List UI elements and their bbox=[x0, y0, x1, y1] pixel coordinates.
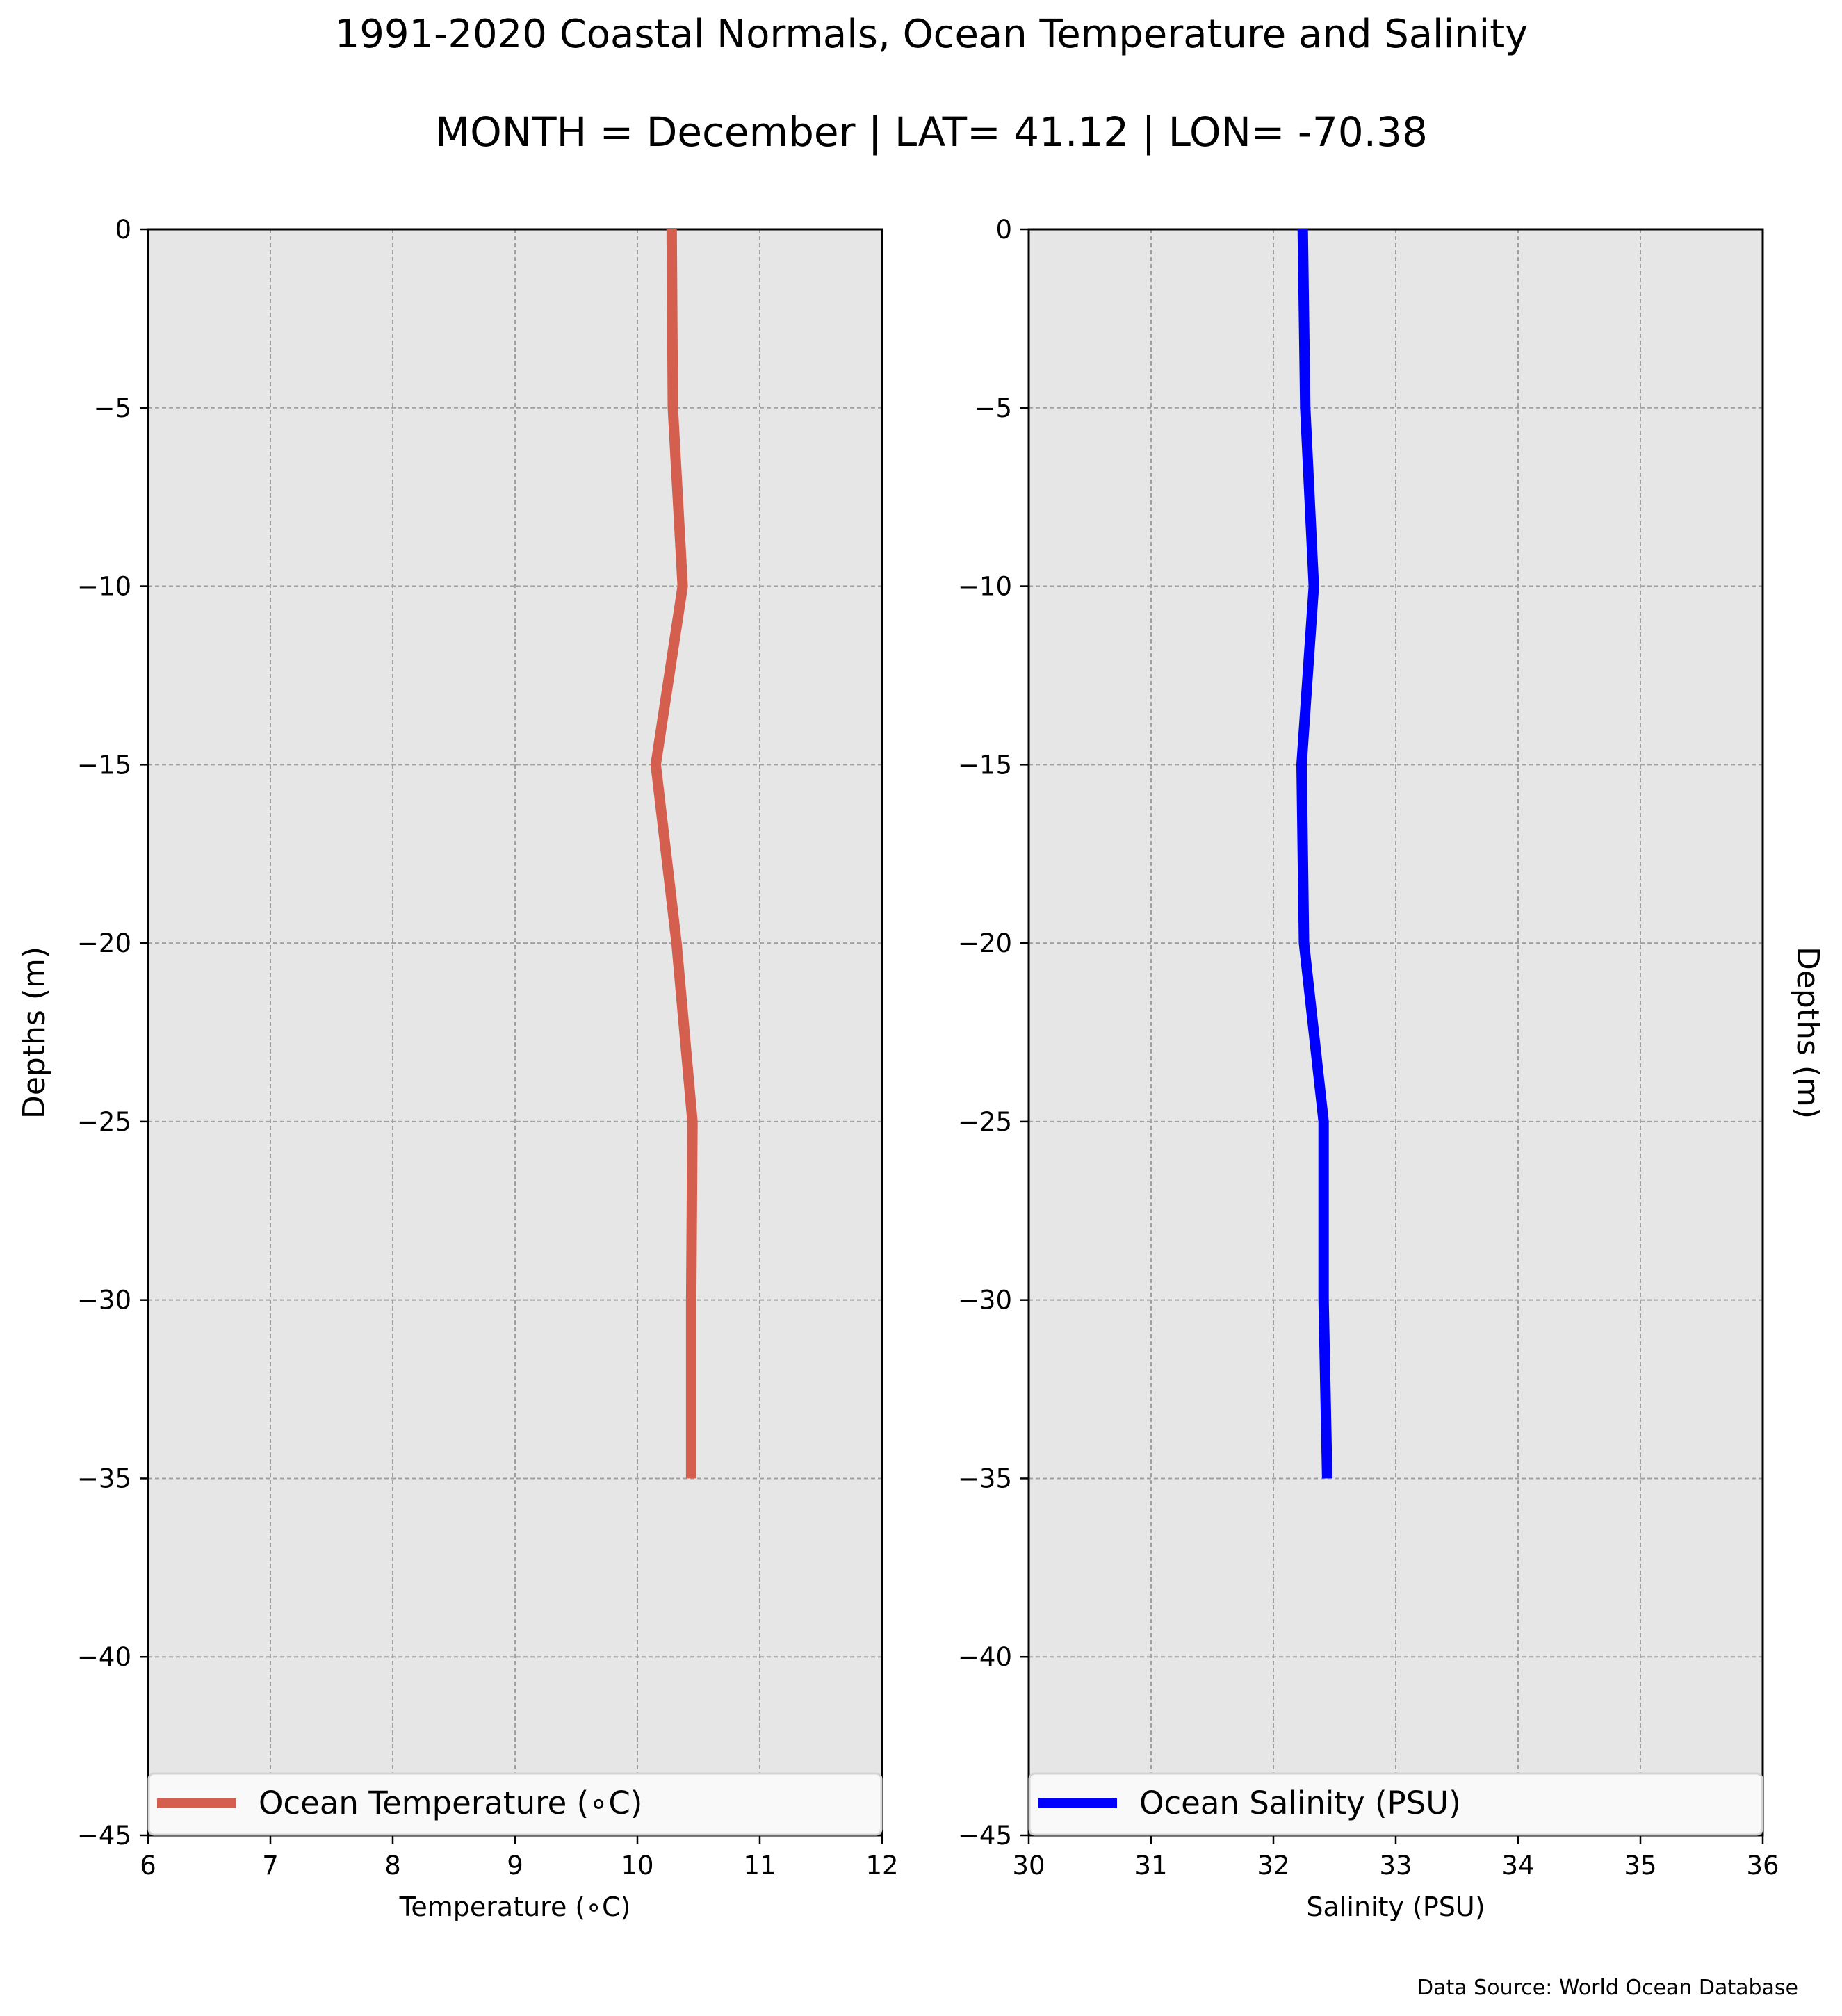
temperature-legend-box bbox=[147, 1772, 883, 1836]
salinity-legend-label: Ocean Salinity (PSU) bbox=[1139, 1785, 1461, 1821]
salinity-x-tick-label: 31 bbox=[1134, 1851, 1167, 1880]
salinity-y-tick-label: −15 bbox=[958, 750, 1012, 780]
data-source-note: Data Source: World Ocean Database bbox=[1417, 1976, 1798, 2000]
salinity-x-tick-label: 36 bbox=[1746, 1851, 1779, 1880]
temperature-y-tick-label: −15 bbox=[77, 750, 131, 780]
temperature-y-tick-label: −35 bbox=[77, 1464, 131, 1493]
temperature-legend-label: Ocean Temperature (∘C) bbox=[259, 1785, 642, 1821]
temperature-x-axis-label: Temperature (∘C) bbox=[399, 1892, 631, 1922]
salinity-profile-line bbox=[1296, 229, 1332, 1479]
salinity-y-tick-label: −35 bbox=[958, 1464, 1012, 1493]
salinity-y-axis-label: Depths (m) bbox=[1790, 946, 1825, 1119]
salinity-legend-box bbox=[1028, 1772, 1763, 1836]
temperature-y-tick-label: 0 bbox=[115, 215, 131, 245]
chart-title: 1991-2020 Coastal Normals, Ocean Tempera… bbox=[335, 12, 1529, 57]
temperature-y-tick-label: −5 bbox=[93, 393, 131, 423]
salinity-y-tick-label: −30 bbox=[958, 1286, 1012, 1316]
temperature-x-tick-label: 6 bbox=[140, 1851, 156, 1880]
salinity-y-tick-label: −5 bbox=[974, 393, 1012, 423]
salinity-legend: Ocean Salinity (PSU) bbox=[1028, 1772, 1763, 1836]
temperature-y-tick-label: −45 bbox=[77, 1821, 131, 1851]
temperature-x-tick-label: 10 bbox=[621, 1851, 653, 1880]
temperature-x-tick-label: 11 bbox=[743, 1851, 776, 1880]
temperature-profile-line bbox=[650, 229, 698, 1479]
temperature-y-tick-label: −25 bbox=[77, 1107, 131, 1137]
salinity-y-tick-label: −25 bbox=[958, 1107, 1012, 1137]
salinity-y-tick-label: −20 bbox=[958, 928, 1012, 958]
temperature-y-tick-label: −30 bbox=[77, 1286, 131, 1316]
salinity-x-tick-label: 33 bbox=[1379, 1851, 1412, 1880]
temperature-x-tick-label: 8 bbox=[384, 1851, 401, 1880]
temperature-y-tick-label: −40 bbox=[77, 1642, 131, 1672]
temperature-x-ticks: 6 7 8 9 10 11 12 bbox=[140, 1835, 899, 1880]
chart-subtitle: MONTH = December | LAT= 41.12 | LON= -70… bbox=[435, 108, 1428, 156]
salinity-series-lines bbox=[1296, 229, 1332, 1479]
temperature-y-tick-label: −10 bbox=[77, 572, 131, 602]
salinity-x-axis-label: Salinity (PSU) bbox=[1306, 1892, 1485, 1922]
salinity-x-tick-label: 32 bbox=[1257, 1851, 1289, 1880]
temperature-y-axis-label: Depths (m) bbox=[17, 946, 52, 1119]
temperature-legend: Ocean Temperature (∘C) bbox=[147, 1772, 883, 1836]
temperature-panel: 6 7 8 9 10 11 12 0 −5 −10 −15 −20 −25 −30 −35 −40 −45 O… bbox=[17, 215, 899, 1922]
temperature-y-tick-label: −20 bbox=[77, 928, 131, 958]
salinity-y-tick-label: −45 bbox=[958, 1821, 1012, 1851]
temperature-x-tick-label: 7 bbox=[262, 1851, 279, 1880]
salinity-x-tick-label: 35 bbox=[1624, 1851, 1656, 1880]
temperature-x-tick-label: 12 bbox=[865, 1851, 898, 1880]
salinity-y-tick-label: 0 bbox=[995, 215, 1012, 245]
temperature-series-lines bbox=[650, 229, 698, 1479]
temperature-y-ticks: 0 −5 −10 −15 −20 −25 −30 −35 −40 −45 bbox=[77, 215, 148, 1851]
salinity-y-tick-label: −10 bbox=[958, 572, 1012, 602]
salinity-y-ticks: 0 −5 −10 −15 −20 −25 −30 −35 −40 −45 bbox=[958, 215, 1029, 1851]
salinity-x-ticks: 30 31 32 33 34 35 36 bbox=[1012, 1835, 1779, 1880]
temperature-x-tick-label: 9 bbox=[507, 1851, 523, 1880]
salinity-x-tick-label: 34 bbox=[1501, 1851, 1534, 1880]
salinity-panel: 30 31 32 33 34 35 36 0 −5 −10 −15 −20 −25 −30 −35 −40 −… bbox=[958, 215, 1825, 1922]
salinity-y-tick-label: −40 bbox=[958, 1642, 1012, 1672]
salinity-x-tick-label: 30 bbox=[1012, 1851, 1045, 1880]
